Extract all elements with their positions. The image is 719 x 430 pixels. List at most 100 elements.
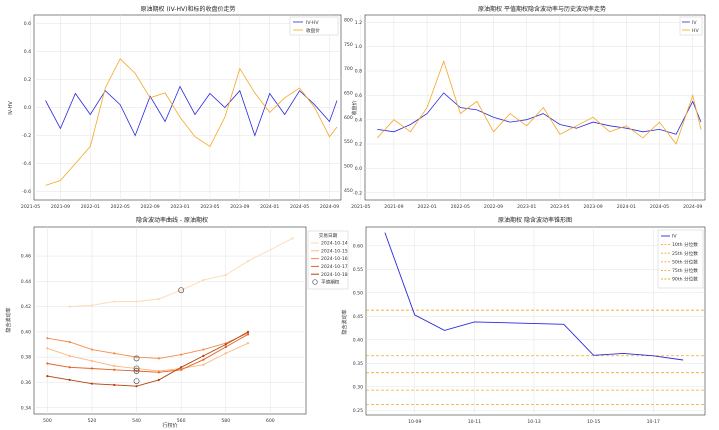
chart1-ytick-right: 600	[344, 115, 353, 121]
chart3-series-2024-10-16	[47, 332, 249, 359]
chart2-xtick: 2022-05	[451, 204, 470, 210]
chart2-xtick: 2024-09	[683, 204, 702, 210]
chart1-ytick-left: 0.0	[24, 105, 31, 111]
chart3-ytick: 0.44	[21, 279, 31, 285]
chart1-ytick-left: -0.6	[22, 189, 31, 195]
chart3-xtick: 580	[221, 418, 230, 424]
chart3-point	[246, 260, 250, 263]
chart3-series-2024-10-18	[47, 331, 249, 387]
chart3-point	[202, 358, 205, 361]
chart2-series-iv	[377, 92, 702, 135]
chart3-ytick: 0.38	[21, 355, 31, 361]
chart3-series-2024-10-15	[47, 342, 249, 372]
chart-iv-hv-trend: 原油期权 平值期权隐含波动率与历史波动率走势 2021-05 2021-09 202…	[351, 5, 706, 210]
chart2-xtick: 2021-09	[384, 204, 403, 210]
chart3-point	[246, 342, 250, 345]
chart3-point	[68, 366, 71, 369]
chart3-point	[46, 362, 49, 365]
chart2-xtick: 2024-05	[650, 204, 669, 210]
chart3-ytick: 0.34	[21, 405, 31, 411]
chart3-ytick: 0.42	[21, 304, 31, 310]
chart3-point	[224, 343, 227, 346]
chart3-xtick: 540	[132, 418, 141, 424]
chart3-xtick: 560	[177, 418, 186, 424]
chart3-series-2024-10-17	[47, 334, 249, 373]
chart2-xtick: 2021-05	[351, 204, 370, 210]
chart3-legend-item: 2024-10-14	[321, 241, 348, 247]
chart3-ytick: 0.40	[21, 329, 31, 335]
chart3-point	[135, 385, 138, 388]
chart1-title: 原油期权 (IV-HV)和标的收盘价走势	[141, 5, 236, 13]
chart3-point	[224, 345, 227, 349]
chart-iv-hv-close: 原油期权 (IV-HV)和标的收盘价走势 2021-05 2021-09 2022-…	[8, 5, 358, 210]
chart3-point	[202, 278, 205, 282]
chart1-ytick-right: 800	[344, 17, 353, 23]
chart3-point	[224, 273, 227, 277]
chart3-point	[90, 367, 94, 370]
chart4-legend-item: 10th 分位数	[672, 241, 698, 248]
chart3-point	[157, 297, 160, 301]
chart2-frame	[364, 14, 706, 201]
chart3-point	[113, 364, 116, 368]
chart4-ytick: 0.60	[353, 243, 363, 249]
chart1-ytick-right: 650	[344, 90, 353, 96]
chart3-legend-item: 2024-10-18	[321, 272, 348, 278]
chart1-xtick: 2024-01	[260, 204, 279, 210]
chart2-legend: IV HV	[679, 16, 703, 36]
chart2-legend-hv: HV	[692, 28, 699, 34]
chart1-legend-close: 收盘价	[306, 27, 320, 34]
chart4-ytick: 0.55	[353, 267, 363, 273]
chart2-series-hv	[377, 59, 702, 145]
chart3-legend-item: 平值期权	[321, 279, 340, 286]
chart1-xtick: 2024-05	[290, 204, 309, 210]
chart-iv-cone: 原油期权 隐含波动率锥形图 10-09 10-11 10-13 10-15 10-17 0…	[341, 216, 706, 425]
chart2-xtick: 2024-01	[617, 204, 636, 210]
chart4-ytick: 0.35	[353, 361, 363, 367]
chart1-xtick: 2022-09	[141, 204, 160, 210]
chart3-frame	[33, 226, 307, 415]
chart4-ytick: 0.30	[353, 384, 363, 390]
chart3-point	[224, 352, 227, 355]
chart1-xtick: 2021-09	[51, 204, 70, 210]
chart3-point	[113, 383, 116, 387]
chart1-xtick: 2022-01	[81, 204, 100, 210]
chart3-atm-marker	[133, 355, 140, 362]
chart3-atm-marker	[133, 378, 140, 385]
chart1-ytick-right: 550	[344, 139, 353, 145]
chart2-xtick: 2023-01	[517, 204, 536, 210]
chart3-point	[157, 357, 160, 360]
chart3-legend-title: 交易日期	[319, 232, 338, 239]
chart4-ylabel: 隐含波动率	[341, 309, 348, 334]
chart1-ytick-right: 500	[344, 164, 353, 170]
chart3-point	[157, 378, 160, 381]
chart3-legend-item: 2024-10-15	[321, 248, 348, 254]
chart1-ylabel-left: IV-HV	[8, 101, 14, 115]
chart3-legend-item: 2024-10-16	[321, 256, 348, 262]
chart4-xtick: 10-09	[408, 419, 421, 425]
chart4-series-iv	[384, 232, 684, 361]
chart3-point	[90, 304, 94, 307]
chart3-point	[113, 300, 116, 303]
chart3-xtick: 500	[43, 418, 52, 424]
chart3-ytick: 0.36	[21, 380, 31, 386]
chart1-series-ivhv	[45, 85, 338, 137]
chart3-legend-atm	[312, 279, 318, 285]
chart4-xtick: 10-13	[527, 419, 540, 425]
chart3-point	[202, 348, 205, 351]
chart4-xtick: 10-11	[468, 419, 481, 425]
chart3-title: 隐含波动率曲线 - 原油期权	[136, 216, 208, 224]
chart3-atm-marker	[178, 287, 185, 294]
chart3-point	[68, 354, 71, 357]
chart3-point	[180, 289, 183, 292]
chart1-xtick: 2023-09	[230, 204, 249, 210]
chart1-ytick-left: -0.2	[22, 133, 31, 139]
chart1-xtick: 2023-05	[200, 204, 219, 210]
chart3-atm-marker	[133, 368, 140, 374]
chart1-ylabel-right: 收盘价	[351, 100, 358, 115]
chart3-point	[135, 300, 138, 303]
chart2-ytick: 1.2	[355, 20, 362, 26]
chart4-ytick: 0.45	[353, 314, 363, 320]
chart2-xtick: 2023-09	[583, 204, 602, 210]
